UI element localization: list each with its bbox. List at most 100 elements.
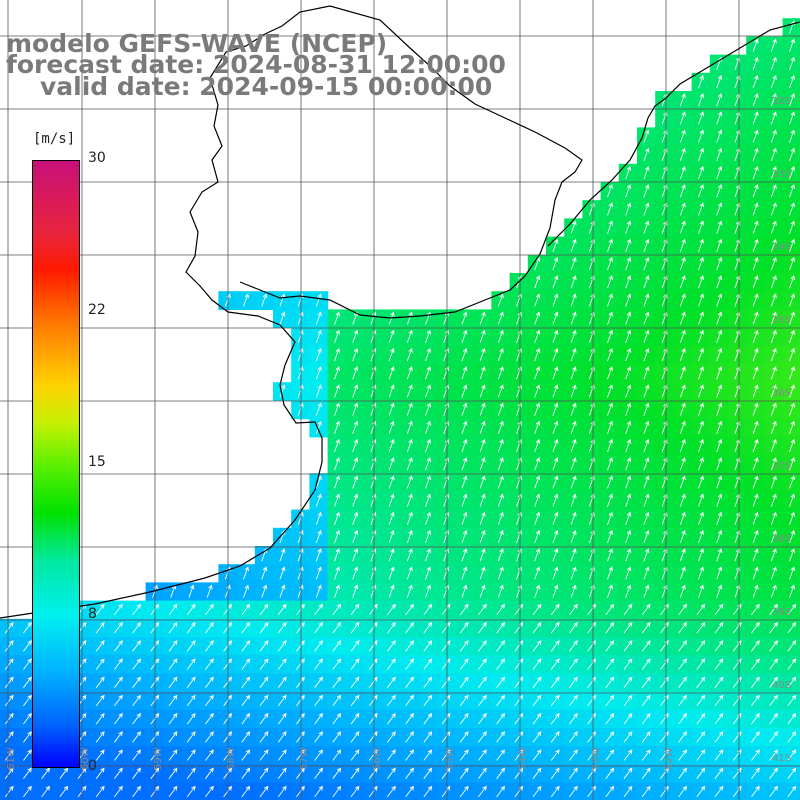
wind-arrow [623,603,633,616]
wind-arrow [4,767,14,779]
wind-arrow [752,366,759,380]
wind-arrow [388,329,395,343]
wind-arrow [607,384,613,398]
wind-arrow [405,767,414,779]
wind-arrow [132,731,141,743]
wind-arrow [241,731,251,743]
wind-arrow [479,329,486,343]
wind-arrow [569,603,578,616]
wind-arrow [277,767,287,779]
wind-arrow [605,603,615,616]
wind-arrow [334,584,340,598]
wind-arrow [350,767,360,779]
wind-arrow [315,493,322,507]
wind-arrow [789,38,795,52]
wind-arrow [405,621,414,634]
wind-arrow [641,731,651,743]
wind-arrow [752,475,759,489]
wind-arrow [334,475,340,489]
wind-arrow [405,640,414,652]
wind-arrow [370,493,377,507]
wind-arrow [679,311,686,325]
lat-label: 33S [772,169,791,180]
wind-arrow [714,621,724,634]
wind-arrow [789,184,795,198]
wind-arrow [679,147,686,161]
wind-arrow [643,256,650,271]
wind-arrow [716,511,723,525]
wind-arrow [334,548,340,562]
wind-arrow [534,438,541,453]
wind-arrow [479,529,486,544]
wind-arrow [787,731,797,743]
wind-arrow [534,275,541,289]
wind-arrow [552,511,559,525]
wind-arrow [406,311,413,325]
wind-arrow [550,749,560,761]
wind-arrow [789,548,795,562]
wind-arrow [770,402,777,416]
wind-arrow [534,493,541,507]
wind-arrow [368,658,378,670]
wind-arrow [425,493,431,507]
wind-arrow [770,566,777,580]
wind-arrow [752,493,759,507]
wind-arrow [459,603,469,616]
wind-arrow [752,529,759,544]
wind-arrow [751,785,760,798]
wind-arrow [550,658,560,670]
wind-arrow [641,712,651,725]
wind-arrow [41,785,50,798]
wind-arrow [625,275,632,289]
wind-arrow [314,731,323,743]
wind-arrow [751,676,760,688]
wind-arrow [168,603,178,616]
wind-arrow [696,731,706,743]
wind-arrow [625,184,632,198]
wind-arrow [570,347,577,362]
wind-arrow [370,548,377,562]
wind-arrow [570,366,577,380]
wind-arrow [625,238,632,252]
wind-arrow [496,731,505,743]
wind-arrow [623,712,633,725]
wind-arrow [297,384,304,398]
wind-arrow [4,785,14,798]
wind-arrow [789,165,795,180]
wind-arrow [532,731,542,743]
lon-label: 56W [372,747,383,770]
wind-arrow [297,584,304,598]
wind-arrow [789,366,795,380]
wind-arrow [497,329,504,343]
wind-arrow [205,621,214,634]
wind-arrow [496,694,505,707]
wind-arrow [205,767,214,779]
wind-arrow [461,420,468,434]
wind-arrow [261,584,268,598]
wind-arrow [714,658,724,670]
wind-arrow [459,731,469,743]
wind-arrow [352,402,359,416]
wind-arrow [643,457,650,471]
wind-arrow [241,658,251,670]
wind-arrow [625,420,632,434]
wind-arrow [698,493,704,507]
wind-arrow [751,767,760,779]
wind-arrow [277,676,287,688]
wind-arrow [641,640,651,652]
wind-arrow [352,511,359,525]
wind-arrow [552,238,559,252]
lon-label: 55W [445,747,456,770]
wind-arrow [4,749,14,761]
wind-arrow [186,749,196,761]
wind-arrow [752,129,759,143]
wind-arrow [332,749,342,761]
wind-arrow [314,621,323,634]
wind-arrow [350,621,360,634]
wind-arrow [279,384,286,398]
wind-arrow [259,694,269,707]
wind-arrow [641,621,651,634]
wind-arrow [789,111,795,125]
wind-arrow [425,457,431,471]
